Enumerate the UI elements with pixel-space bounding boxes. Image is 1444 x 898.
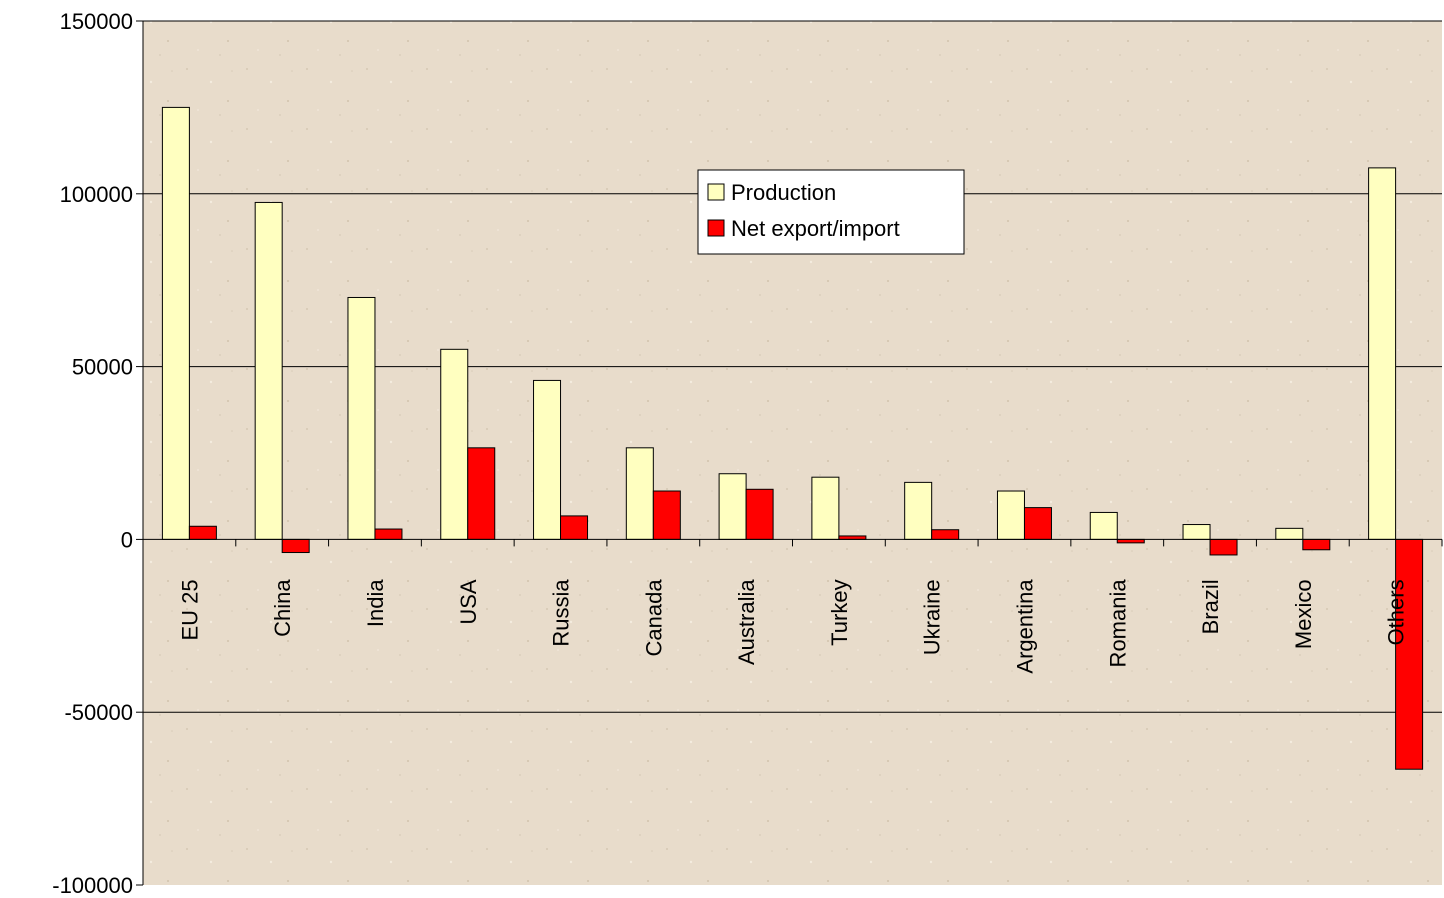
category-label: Turkey xyxy=(827,579,852,645)
bar-production xyxy=(440,348,469,540)
bar-net-export-import xyxy=(1302,538,1331,551)
bar-production xyxy=(1275,527,1304,540)
bar-net-export-import xyxy=(374,528,403,540)
category-label: USA xyxy=(456,579,481,625)
bar-net-export-import xyxy=(467,447,496,540)
plot-area xyxy=(143,21,1442,885)
legend-label: Production xyxy=(731,180,836,205)
y-tick-labels: 150000 100000 50000 0 -50000 -100000 xyxy=(52,9,133,898)
bar-production xyxy=(996,490,1025,540)
category-label: Mexico xyxy=(1291,579,1316,649)
legend-label: Net export/import xyxy=(731,216,900,241)
bars xyxy=(161,106,1424,770)
category-label: Others xyxy=(1384,579,1409,645)
bar-production xyxy=(1182,524,1211,540)
bar-net-export-import xyxy=(1209,538,1238,556)
legend-box xyxy=(697,169,965,255)
bar-net-export-import xyxy=(1395,538,1424,770)
legend-swatch xyxy=(707,219,725,237)
category-label: Canada xyxy=(641,579,666,657)
category-labels: EU 25 China India USA Russia Canada Australia T… xyxy=(177,579,1408,674)
category-label: Argentina xyxy=(1012,579,1037,674)
legend-swatch xyxy=(707,183,725,201)
axes xyxy=(142,21,1443,885)
bar-net-export-import xyxy=(745,488,774,540)
bar-production xyxy=(1368,167,1397,540)
y-tick-label: 50000 xyxy=(72,355,133,380)
legend: Production Net export/import xyxy=(697,169,965,255)
category-label: EU 25 xyxy=(177,579,202,640)
bar-net-export-import xyxy=(560,515,589,540)
bar-production xyxy=(718,473,747,540)
category-label: Russia xyxy=(549,579,574,647)
category-label: Australia xyxy=(734,579,759,665)
bar-net-export-import xyxy=(281,538,310,554)
y-tick-label: 0 xyxy=(121,527,133,552)
y-tick-label: 100000 xyxy=(60,182,133,207)
y-tick-label: -100000 xyxy=(52,873,133,898)
bar-production xyxy=(254,201,283,540)
bar-production xyxy=(347,296,376,540)
bar-production xyxy=(811,476,840,540)
bar-net-export-import xyxy=(838,535,867,540)
category-label: Ukraine xyxy=(920,579,945,655)
bar-production xyxy=(904,481,933,540)
category-label: Brazil xyxy=(1198,579,1223,634)
y-tick-label: -50000 xyxy=(64,700,133,725)
category-label: Romania xyxy=(1105,579,1130,668)
bar-net-export-import xyxy=(1023,507,1052,540)
bar-production xyxy=(1089,511,1118,540)
bar-net-export-import xyxy=(931,529,960,540)
bar-production xyxy=(161,106,190,540)
category-label: India xyxy=(363,579,388,627)
bar-production xyxy=(625,447,654,540)
bar-net-export-import xyxy=(188,525,217,540)
y-tick-label: 150000 xyxy=(60,9,133,34)
category-label: China xyxy=(270,579,295,637)
bar-production xyxy=(533,379,562,540)
bar-net-export-import xyxy=(1116,538,1145,544)
bar-net-export-import xyxy=(652,490,681,540)
